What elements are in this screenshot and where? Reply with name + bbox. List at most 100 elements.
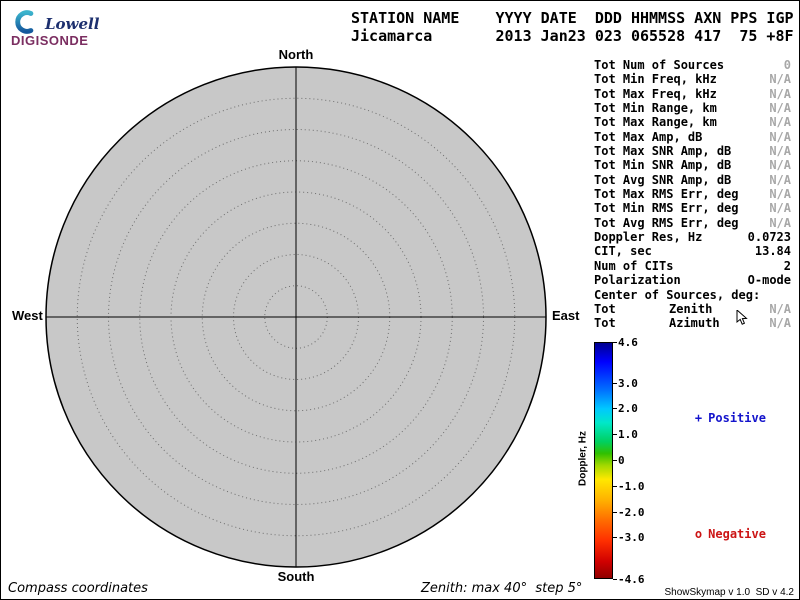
stats-row: Tot Max Amp, dB N/A [594,130,791,144]
stats-value: N/A [769,172,791,187]
stats-value: N/A [769,301,791,316]
legend-negative: o Negative [666,513,766,555]
stats-row: Tot Min SNR Amp, dB N/A [594,158,791,172]
colorbar-tick-label: 0 [618,454,625,467]
logo-digisonde-text: DIGISONDE [11,33,89,48]
colorbar-tick-label: -1.0 [618,479,645,493]
stats-label: Tot Min RMS Err, deg [594,201,739,216]
colorbar-tick [613,511,617,513]
stats-row: Tot Max RMS Err, deg N/A [594,187,791,201]
stats-value: N/A [769,215,791,230]
stats-row: Tot Avg SNR Amp, dB N/A [594,173,791,187]
colorbar-tick [613,434,617,436]
stats-row: Doppler Res, Hz 0.0723 [594,230,791,244]
stats-row: Tot Azimuth N/A [594,316,791,330]
stats-value: N/A [769,129,791,144]
stats-label: Tot Avg SNR Amp, dB [594,172,732,187]
colorbar-tick-label: -4.6 [618,572,645,586]
stats-value: N/A [769,201,791,216]
colorbar-tick-label: 1.0 [618,428,638,442]
stats-row: Tot Min Range, km N/A [594,101,791,115]
stats-value: N/A [769,187,791,202]
stats-value: N/A [769,144,791,159]
footer-zenith-info: Zenith: max 40° step 5° [421,581,583,596]
stats-value: 2 [783,258,791,273]
stats-label: Tot Max Freq, kHz [594,86,717,101]
stats-row: Tot Zenith N/A [594,302,791,316]
stats-value: N/A [769,158,791,173]
stats-label: Polarization [594,273,681,288]
stats-value: 0 [783,58,791,72]
colorbar-tick [613,408,617,410]
stats-panel: Tot Num of Sources 0 Tot Min Freq, kHz N/A T… [594,58,791,331]
colorbar-tick [613,485,617,487]
stats-label: Tot Min Range, km [594,101,717,116]
stats-value: 13.84 [754,244,791,259]
stats-row: Tot Max SNR Amp, dB N/A [594,144,791,158]
stats-value: 0.0723 [747,230,791,245]
stats-value: N/A [769,86,791,101]
stats-value: N/A [769,72,791,87]
stats-label: Tot Num of Sources [594,58,725,72]
stats-label: Doppler Res, Hz [594,230,703,245]
colorbar-tick-label: 4.6 [618,335,638,349]
stats-row: Num of CITs 2 [594,259,791,273]
colorbar-tick-label: -3.0 [618,531,645,545]
stats-label: Tot Max Range, km [594,115,717,130]
stats-value: N/A [769,316,791,331]
doppler-colorbar [594,342,613,579]
colorbar-ticks: 4.6 3.0 2.0 1.0 0 -1.0 -2.0 -3.0 -4.6 [594,336,658,586]
stats-label: Tot Avg RMS Err, deg [594,215,739,230]
compass-label-south: South [277,569,315,584]
colorbar-tick [613,460,617,461]
stats-label: Tot [594,316,616,331]
stats-row: Tot Min RMS Err, deg N/A [594,201,791,215]
colorbar-tick-label: -2.0 [618,505,645,519]
header-column-labels: STATION NAME YYYY DATE DDD HHMMSS AXN PP… [351,9,794,27]
stats-value: N/A [769,115,791,130]
logo-lowell-text: Lowell [45,15,100,33]
stats-row: CIT, sec 13.84 [594,244,791,258]
colorbar-tick [613,578,617,580]
footer-version-info: ShowSkymap v 1.0 SD v 4.2 [664,587,794,598]
compass-label-west: West [12,308,43,323]
stats-row: Tot Num of Sources 0 [594,58,791,72]
mouse-cursor [736,310,748,325]
negative-label: Negative [708,527,766,541]
stats-value: N/A [769,101,791,116]
stats-sublabel: Azimuth [669,316,720,331]
stats-label: Tot Max RMS Err, deg [594,187,739,202]
lowell-digisonde-logo: Lowell DIGISONDE [11,7,131,51]
colorbar-tick [613,382,617,384]
colorbar-tick-label: 2.0 [618,402,638,416]
logo-swoosh-icon [15,10,34,34]
stats-label: Tot Min Freq, kHz [594,72,717,87]
stats-row: Polarization O-mode [594,273,791,287]
compass-label-east: East [552,308,580,323]
compass-label-north: North [278,47,314,62]
stats-label: Tot Max Amp, dB [594,129,703,144]
skymap-polar-plot [45,66,547,568]
legend-positive: + Positive [666,397,766,439]
negative-marker-icon: o [694,527,703,541]
stats-label: Tot Max SNR Amp, dB [594,144,732,159]
stats-sublabel: Zenith [669,301,713,316]
stats-row: Tot Max Range, km N/A [594,115,791,129]
stats-label: Center of Sources, deg: [594,287,761,302]
stats-row: Center of Sources, deg: [594,288,791,302]
stats-row: Tot Max Freq, kHz N/A [594,87,791,101]
colorbar-tick-label: 3.0 [618,376,638,390]
stats-label: CIT, sec [594,244,652,259]
stats-row: Tot Avg RMS Err, deg N/A [594,216,791,230]
stats-label: Num of CITs [594,258,674,273]
stats-row: Tot Min Freq, kHz N/A [594,72,791,86]
header-station-values: Jicamarca 2013 Jan23 023 065528 417 75 +… [351,27,794,45]
positive-marker-icon: + [694,411,703,425]
colorbar-tick [613,537,617,539]
colorbar-tick [613,341,617,343]
footer-coordinates-label: Compass coordinates [8,581,148,596]
stats-value: O-mode [747,273,791,288]
positive-label: Positive [708,411,766,425]
stats-label: Tot [594,301,616,316]
